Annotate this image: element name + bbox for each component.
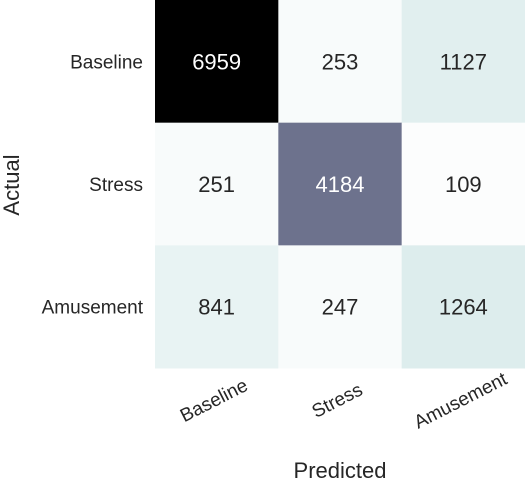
x-tick-labels: Baseline Stress Amusement bbox=[177, 368, 511, 433]
heatmap-cell-amusement-baseline bbox=[155, 245, 279, 369]
cell-value-label: 251 bbox=[198, 172, 235, 197]
y-tick-label-amusement: Amusement bbox=[42, 298, 144, 319]
heatmap-cell-baseline-stress bbox=[278, 0, 403, 124]
y-tick-labels: Baseline Stress Amusement bbox=[42, 52, 144, 318]
cell-value-label: 253 bbox=[322, 49, 359, 74]
y-tick-label-stress: Stress bbox=[89, 175, 143, 196]
cell-value-label: 1127 bbox=[440, 49, 487, 74]
cell-value-label: 841 bbox=[198, 295, 235, 320]
cell-value-label: 247 bbox=[322, 295, 359, 320]
x-tick-label-baseline: Baseline bbox=[177, 375, 251, 427]
x-tick-label-amusement: Amusement bbox=[411, 368, 512, 433]
heatmap-cell-amusement-stress bbox=[278, 245, 403, 369]
heatmap-cell-stress-baseline bbox=[155, 122, 279, 246]
cell-value-label: 6959 bbox=[192, 49, 241, 74]
y-tick-label-baseline: Baseline bbox=[70, 52, 143, 73]
heatmap-cells bbox=[155, 0, 525, 369]
x-tick-label-stress: Stress bbox=[309, 380, 367, 423]
heatmap-cell-baseline-baseline bbox=[155, 0, 279, 124]
cell-value-label: 109 bbox=[445, 172, 482, 197]
heatmap-cell-baseline-amusement bbox=[401, 0, 525, 124]
heatmap-cell-amusement-amusement bbox=[401, 245, 525, 369]
cell-value-label: 4184 bbox=[316, 172, 365, 197]
heatmap-cell-stress-stress bbox=[278, 122, 403, 246]
x-axis-label: Predicted bbox=[294, 458, 387, 483]
y-axis-label: Actual bbox=[0, 154, 24, 215]
cell-value-labels: 6959 253 1127 251 4184 109 841 247 1264 bbox=[192, 49, 488, 319]
cell-value-label: 1264 bbox=[439, 295, 488, 320]
heatmap-cell-stress-amusement bbox=[401, 122, 525, 246]
